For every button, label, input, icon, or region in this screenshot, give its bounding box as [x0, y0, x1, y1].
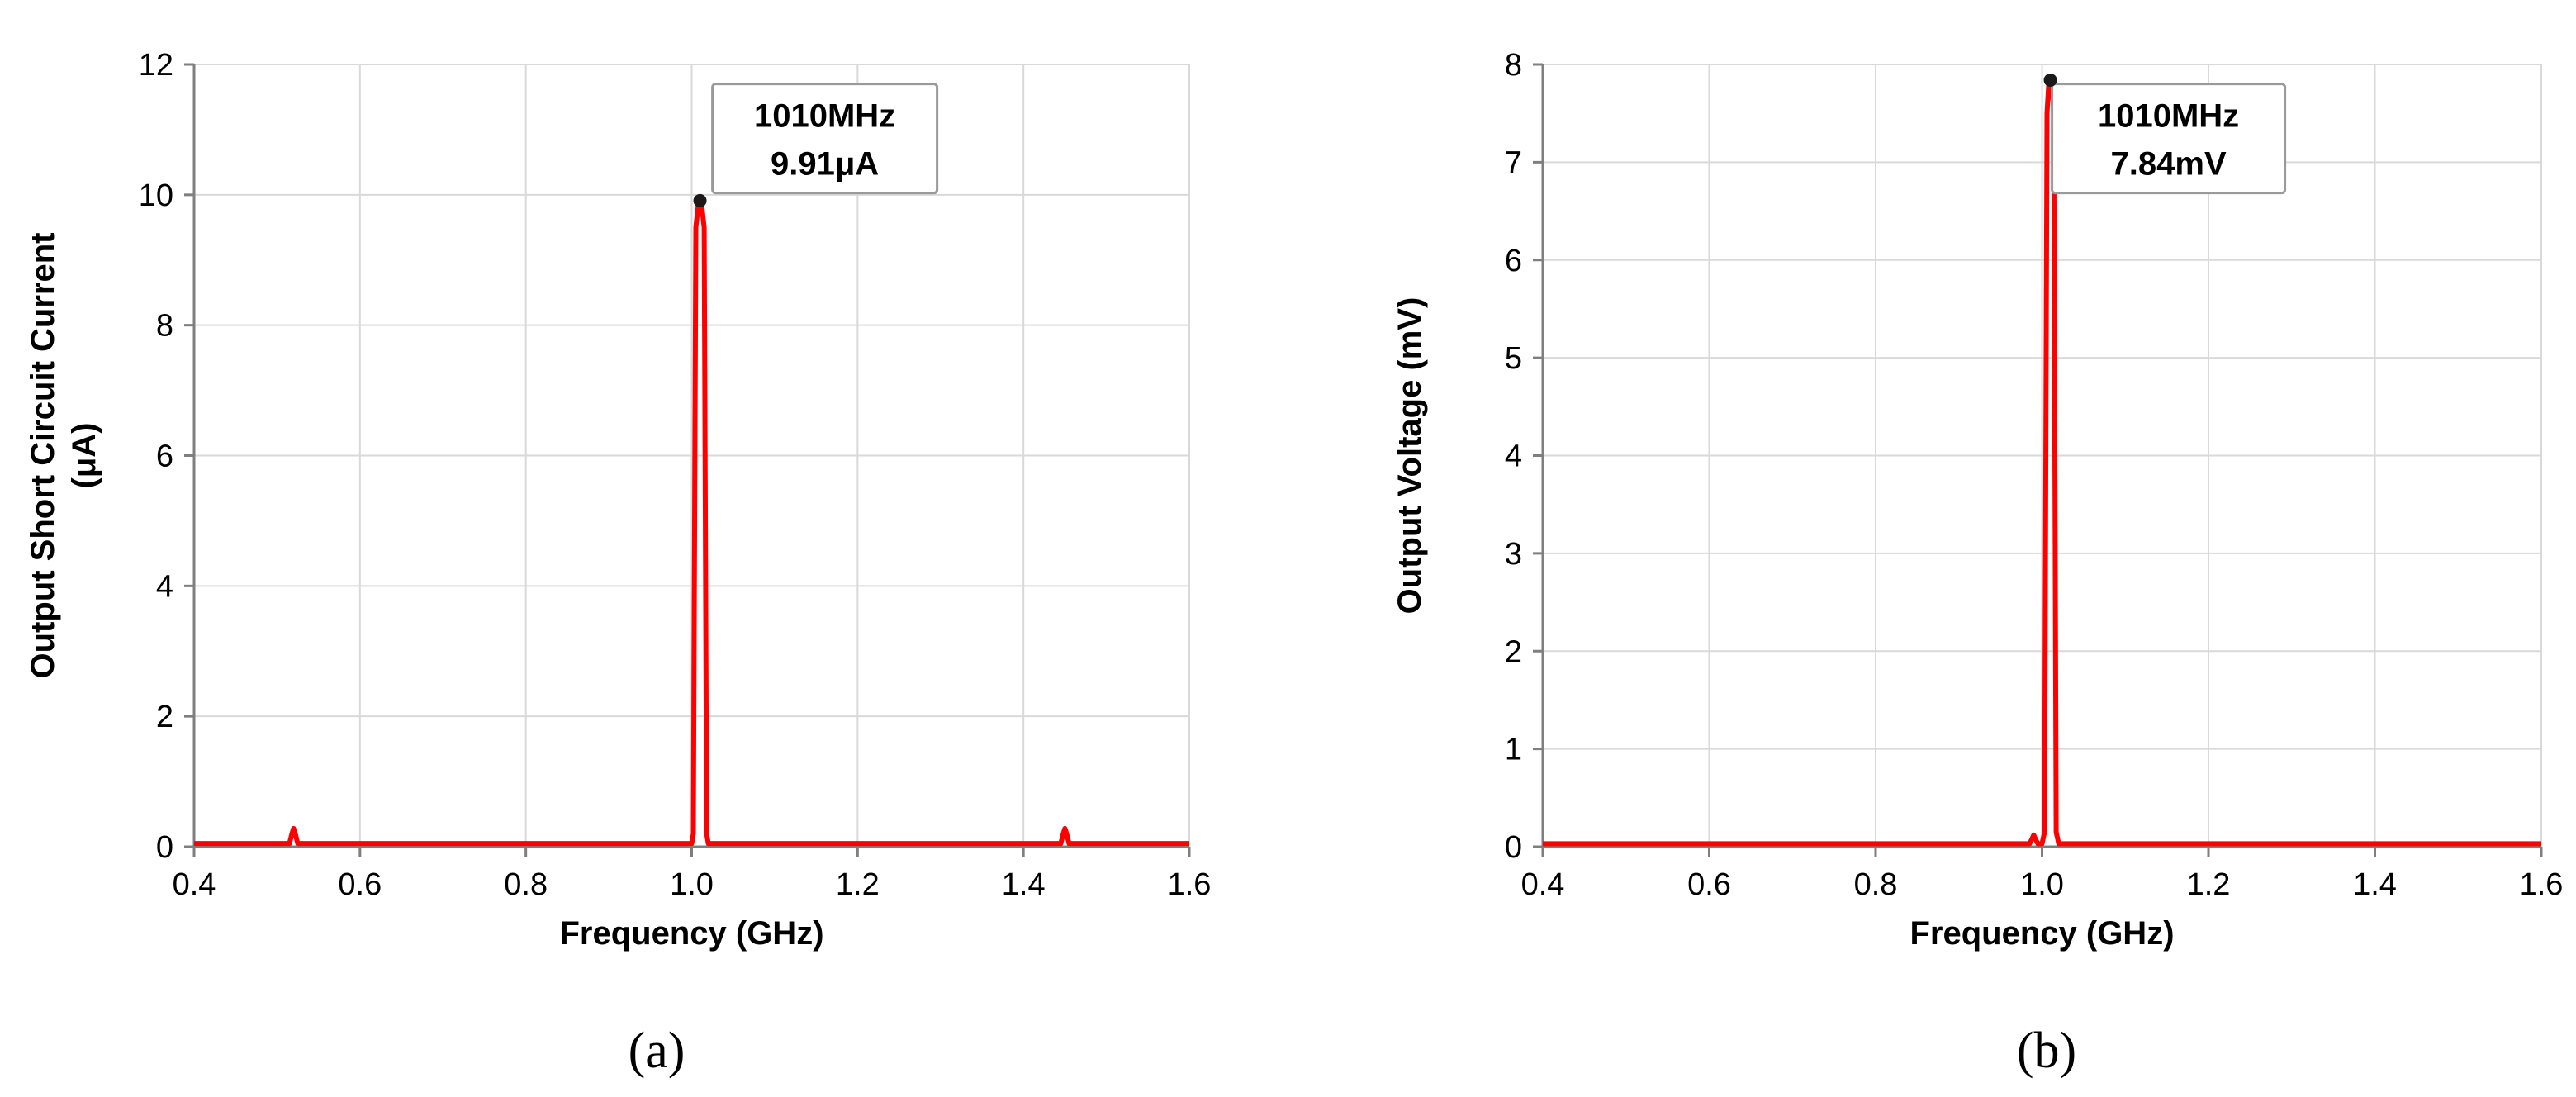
x-tick-label-4: 1.2: [2187, 867, 2231, 902]
annotation-text-line-0: 1010MHz: [754, 98, 895, 135]
x-tick-label-0: 0.4: [173, 867, 216, 902]
chart-a: 0.4 0.6 0.8 1.0 1.2 1.4 1.6 0 2 4 6 8 10 12 Frequency …: [25, 48, 1211, 1079]
chart-b: 0.4 0.6 0.8 1.0 1.2 1.4 1.6 0 1 2 3 4 5 6 7 8 Frequency …: [1392, 48, 2563, 1079]
y-tick-label-5: 10: [139, 178, 173, 213]
y-tick-label-5: 5: [1505, 341, 1522, 376]
x-tick-label-6: 1.6: [1168, 867, 1212, 902]
y-axis-title-line-0: Output Short Circuit Current: [25, 233, 61, 679]
y-tick-label-3: 3: [1505, 537, 1522, 572]
y-tick-label-0: 0: [1505, 830, 1522, 865]
x-tick-label-3: 1.0: [2020, 867, 2064, 902]
x-axis-title: Frequency (GHz): [559, 915, 823, 952]
annotation-box: [711, 83, 939, 195]
annotation-text-line-1: 9.91μA: [771, 146, 879, 183]
panel-label: (a): [629, 1023, 686, 1079]
x-tick-label-0: 0.4: [1521, 867, 1565, 902]
y-tick-label-4: 8: [156, 309, 173, 344]
y-tick-label-1: 2: [156, 700, 173, 734]
annotation-text-line-0: 1010MHz: [2098, 98, 2239, 135]
y-tick-label-4: 4: [1505, 439, 1522, 474]
x-tick-label-3: 1.0: [670, 867, 714, 902]
annotation-marker: [693, 193, 707, 207]
y-tick-label-6: 6: [1505, 244, 1522, 278]
y-tick-label-3: 6: [156, 439, 173, 474]
x-tick-label-6: 1.6: [2520, 867, 2564, 902]
series-line-0: [1543, 77, 2541, 847]
x-tick-label-1: 0.6: [338, 867, 382, 902]
annotation-box: [2051, 83, 2287, 195]
y-axis-title-line-0: Output Voltage (mV): [1392, 297, 1428, 615]
x-tick-label-2: 0.8: [504, 867, 548, 902]
y-tick-label-8: 8: [1505, 48, 1522, 83]
y-tick-label-2: 2: [1505, 634, 1522, 669]
x-tick-label-5: 1.4: [1002, 867, 1046, 902]
y-tick-label-2: 4: [156, 569, 173, 604]
y-axis-title-line-1: (μA): [66, 423, 102, 489]
annotation-text-line-1: 7.84mV: [2111, 146, 2227, 183]
x-tick-label-1: 0.6: [1687, 867, 1731, 902]
x-tick-label-2: 0.8: [1854, 867, 1898, 902]
x-axis-title: Frequency (GHz): [1909, 915, 2174, 952]
x-tick-label-4: 1.2: [836, 867, 880, 902]
x-tick-label-5: 1.4: [2353, 867, 2397, 902]
y-tick-label-1: 1: [1505, 733, 1522, 767]
y-tick-label-0: 0: [156, 830, 173, 865]
y-tick-label-7: 7: [1505, 145, 1522, 180]
panel-label: (b): [2017, 1023, 2076, 1079]
y-tick-label-6: 12: [139, 48, 173, 83]
annotation-marker: [2043, 73, 2057, 87]
